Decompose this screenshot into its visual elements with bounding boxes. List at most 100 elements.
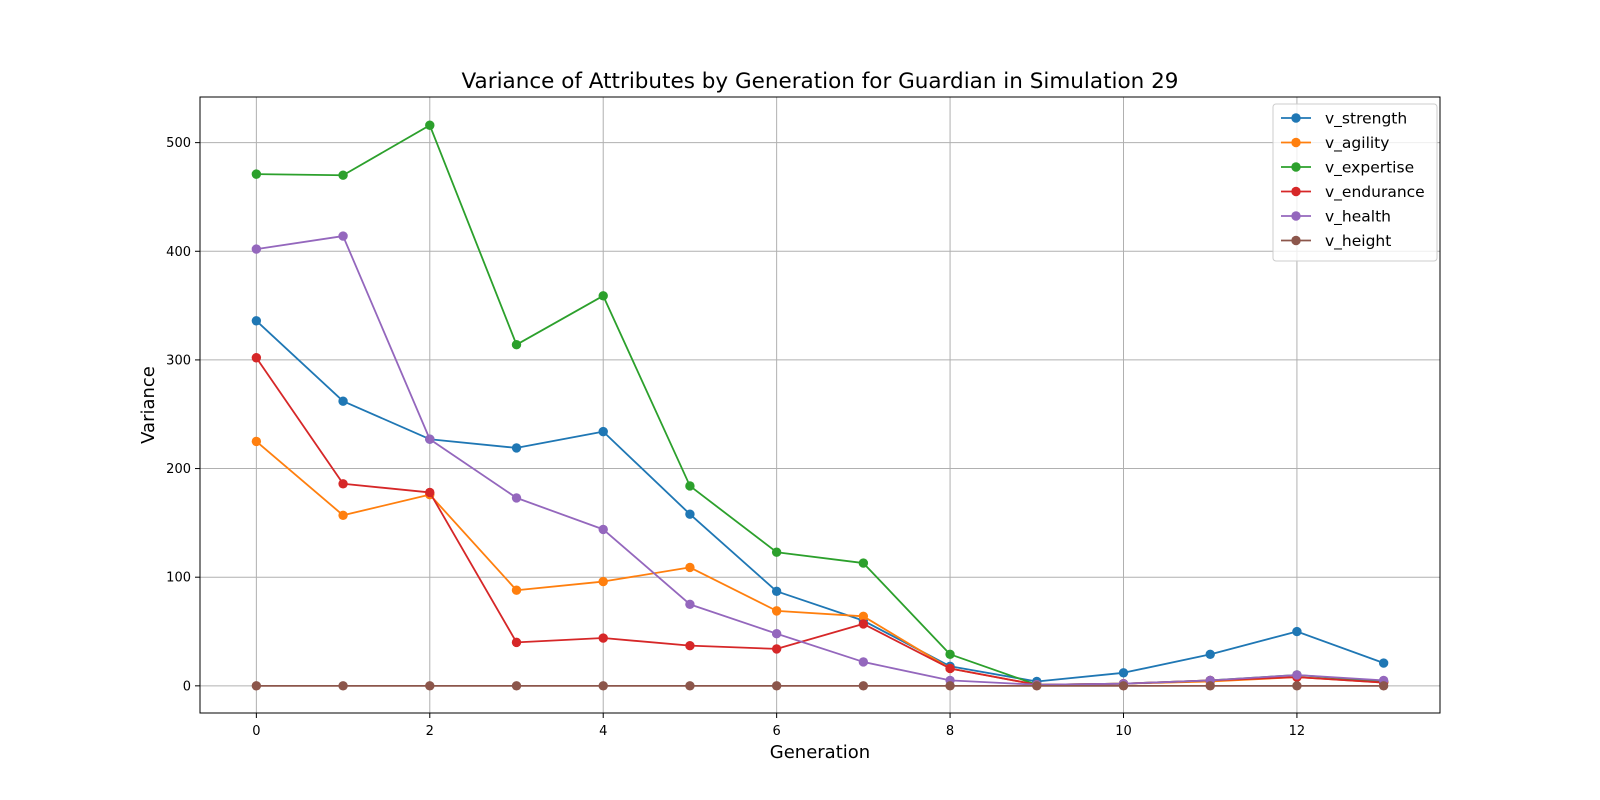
legend-item-v_agility: v_agility xyxy=(1281,134,1389,153)
data-point-v_expertise xyxy=(425,120,435,130)
data-point-v_expertise xyxy=(598,291,608,301)
data-point-v_strength xyxy=(1378,658,1389,668)
data-point-v_health xyxy=(251,244,262,254)
legend-label: v_health xyxy=(1325,208,1391,227)
data-point-v_height xyxy=(685,681,695,691)
data-point-v_strength xyxy=(511,443,522,453)
series-line-v_health xyxy=(256,235,1384,686)
legend: v_strength v_agility v_expertise v_enduranc… xyxy=(1272,103,1438,262)
plot-frame xyxy=(199,96,1441,714)
y-tick-label: 0 xyxy=(183,679,191,694)
series-layer xyxy=(251,120,1389,691)
series-v_health xyxy=(251,231,1389,690)
chart-title: Variance of Attributes by Generation for… xyxy=(462,69,1179,94)
x-tick-label: 0 xyxy=(252,724,260,739)
series-v_height xyxy=(251,681,1389,691)
data-point-v_agility xyxy=(771,606,782,616)
data-point-v_height xyxy=(1032,681,1042,691)
data-point-v_endurance xyxy=(858,619,869,629)
legend-marker xyxy=(1291,162,1301,172)
legend-item-v_strength: v_strength xyxy=(1281,110,1407,129)
x-tick-label: 4 xyxy=(599,724,607,739)
y-tick-label: 100 xyxy=(166,571,191,586)
legend-item-v_height: v_height xyxy=(1281,232,1391,251)
data-point-v_health xyxy=(685,599,695,610)
legend-item-v_health: v_health xyxy=(1281,208,1391,227)
data-point-v_height xyxy=(338,681,348,691)
series-line-v_expertise xyxy=(256,124,1384,686)
data-point-v_endurance xyxy=(425,487,435,498)
data-point-v_health xyxy=(598,524,608,535)
y-axis-label: Variance xyxy=(138,366,159,444)
data-point-v_height xyxy=(1118,681,1129,691)
data-point-v_health xyxy=(338,231,348,241)
data-point-v_endurance xyxy=(338,479,348,489)
data-point-v_height xyxy=(945,681,955,691)
legend-label: v_agility xyxy=(1325,134,1389,153)
x-tick-label: 8 xyxy=(946,724,954,739)
series-line-v_endurance xyxy=(255,357,1384,686)
data-point-v_expertise xyxy=(945,649,955,660)
series-v_strength xyxy=(251,316,1389,687)
data-point-v_endurance xyxy=(251,353,262,363)
data-point-v_endurance xyxy=(945,663,955,674)
series-line-v_strength xyxy=(255,320,1384,683)
y-tick-label: 300 xyxy=(166,353,191,368)
data-point-v_endurance xyxy=(511,637,522,648)
data-point-v_expertise xyxy=(511,340,522,350)
x-tick-label: 10 xyxy=(1115,724,1132,739)
data-point-v_height xyxy=(598,681,608,691)
legend-marker xyxy=(1291,113,1301,123)
data-point-v_expertise xyxy=(858,558,869,568)
data-point-v_agility xyxy=(685,562,695,573)
x-tick-label: 12 xyxy=(1289,724,1306,739)
data-point-v_endurance xyxy=(771,644,782,654)
legend-label: v_height xyxy=(1325,232,1391,251)
data-point-v_health xyxy=(511,493,522,503)
data-point-v_height xyxy=(1378,681,1389,691)
y-tick-label: 400 xyxy=(166,245,191,260)
legend-marker xyxy=(1291,235,1301,246)
grid-lines xyxy=(200,97,1440,713)
data-point-v_agility xyxy=(338,510,348,520)
legend-marker xyxy=(1291,137,1301,148)
legend-label: v_expertise xyxy=(1325,159,1414,178)
data-point-v_agility xyxy=(251,436,262,447)
data-point-v_strength xyxy=(1292,626,1302,637)
axis-ticks: 0 2 4 6 8 10 12 0 100 200 300 400 500 xyxy=(166,136,1305,739)
data-point-v_height xyxy=(771,681,782,691)
legend-item-v_endurance: v_endurance xyxy=(1281,183,1425,202)
legend-marker xyxy=(1291,186,1301,197)
data-point-v_expertise xyxy=(685,481,695,491)
series-v_endurance xyxy=(251,353,1389,690)
data-point-v_health xyxy=(425,434,435,444)
y-tick-label: 500 xyxy=(166,136,191,151)
data-point-v_expertise xyxy=(771,547,782,557)
data-point-v_agility xyxy=(598,576,608,587)
series-line-v_agility xyxy=(255,440,1384,686)
data-point-v_endurance xyxy=(685,640,695,651)
legend-marker xyxy=(1291,211,1301,221)
data-point-v_strength xyxy=(771,586,782,597)
data-point-v_height xyxy=(251,681,262,691)
x-tick-label: 6 xyxy=(773,724,781,739)
data-point-v_strength xyxy=(1118,668,1129,678)
x-axis-label: Generation xyxy=(770,742,870,763)
data-point-v_strength xyxy=(598,426,608,437)
data-point-v_endurance xyxy=(598,633,608,643)
data-point-v_strength xyxy=(685,509,695,519)
data-point-v_strength xyxy=(338,396,348,406)
data-point-v_health xyxy=(771,628,782,639)
data-point-v_expertise xyxy=(251,169,262,179)
legend-item-v_expertise: v_expertise xyxy=(1281,159,1414,178)
data-point-v_agility xyxy=(511,585,522,595)
data-point-v_height xyxy=(1292,681,1302,691)
data-point-v_health xyxy=(1292,670,1302,680)
data-point-v_health xyxy=(858,657,869,667)
legend-box xyxy=(1272,103,1438,262)
data-point-v_height xyxy=(858,681,869,691)
data-point-v_agility xyxy=(858,611,869,622)
series-v_expertise xyxy=(251,120,1389,690)
data-point-v_height xyxy=(1205,681,1215,691)
